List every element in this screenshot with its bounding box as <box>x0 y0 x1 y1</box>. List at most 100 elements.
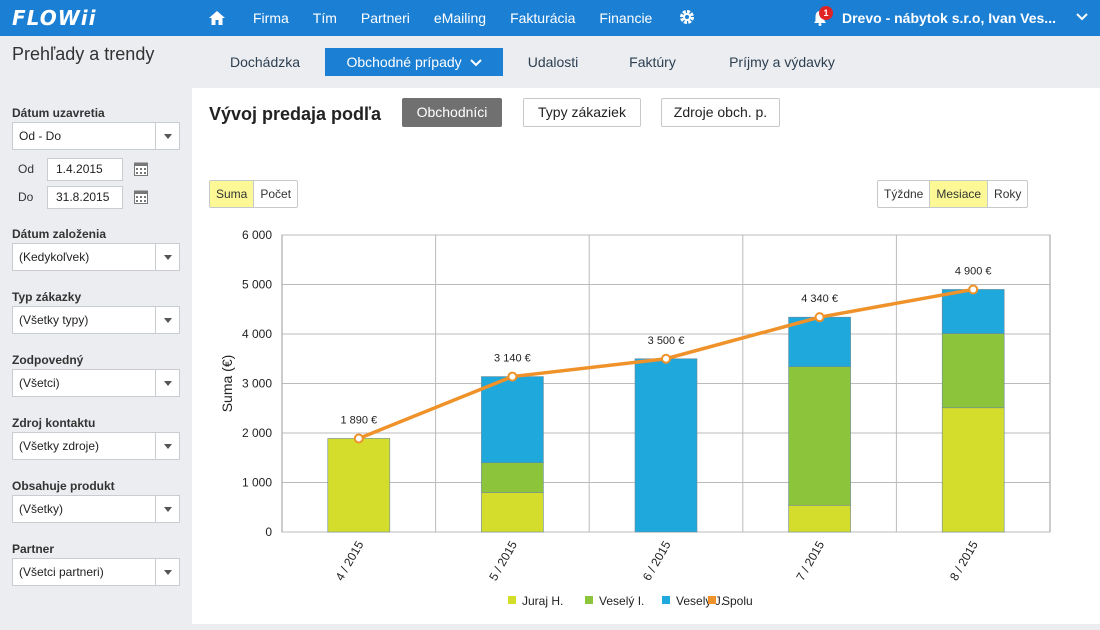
chevron-down-icon <box>469 59 482 67</box>
x-tick-label: 8 / 2015 <box>947 538 981 583</box>
main-panel: Vývoj predaja podľa Obchodníci Typy záka… <box>192 88 1100 624</box>
company-user-menu[interactable]: Drevo - nábytok s.r.o, Ivan Ves... <box>842 10 1056 26</box>
y-tick-label: 2 000 <box>242 426 272 440</box>
gear-icon[interactable] <box>678 8 696 26</box>
y-axis-label: Suma (€) <box>219 355 235 413</box>
tab-faktury[interactable]: Faktúry <box>629 54 676 70</box>
group-by-sources-button[interactable]: Zdroje obch. p. <box>661 98 780 127</box>
x-tick-label: 6 / 2015 <box>640 538 674 583</box>
y-tick-label: 4 000 <box>242 327 272 341</box>
legend-label: Veselý J. <box>676 594 724 608</box>
bar-segment <box>634 358 698 533</box>
top-bar: FLOWii Firma Tím Partneri eMailing Faktu… <box>0 0 1100 36</box>
y-tick-label: 3 000 <box>242 377 272 391</box>
dropdown-arrow-icon[interactable] <box>155 496 179 522</box>
tab-label: Obchodné prípady <box>346 54 462 70</box>
legend-label: Spolu <box>722 594 753 608</box>
product-select[interactable]: (Všetky) <box>12 495 180 523</box>
select-value: (Všetky) <box>19 502 64 516</box>
partner-select[interactable]: (Všetci partneri) <box>12 558 180 586</box>
page-title: Prehľady a trendy <box>12 44 155 64</box>
legend-swatch <box>708 596 716 604</box>
legend-swatch <box>585 596 593 604</box>
legend-swatch <box>662 596 670 604</box>
dropdown-arrow-icon[interactable] <box>155 559 179 585</box>
nav-item-fakturacia[interactable]: Fakturácia <box>510 10 576 26</box>
filter-label: Typ zákazky <box>12 290 82 304</box>
data-label: 1 890 € <box>340 414 377 426</box>
bar-segment <box>327 438 391 533</box>
y-tick-label: 0 <box>265 525 272 539</box>
bar-segment <box>941 407 1005 533</box>
chevron-down-icon[interactable] <box>1076 12 1088 22</box>
period-years-button[interactable]: Roky <box>987 181 1027 207</box>
closing-date-select[interactable]: Od - Do <box>12 122 180 150</box>
sub-bar: Prehľady a trendy Dochádzka Obchodné prí… <box>0 36 1100 88</box>
group-by-order-types-button[interactable]: Typy zákaziek <box>523 98 641 127</box>
select-value: (Všetky typy) <box>19 313 89 327</box>
data-label: 4 340 € <box>801 293 838 305</box>
filter-label: Zdroj kontaktu <box>12 416 96 430</box>
period-toggle: Týždne Mesiace Roky <box>877 180 1029 208</box>
filter-label: Partner <box>12 542 55 556</box>
y-tick-label: 1 000 <box>242 476 272 490</box>
nav-item-tim[interactable]: Tím <box>312 10 337 26</box>
x-tick-label: 4 / 2015 <box>333 538 367 583</box>
period-weeks-button[interactable]: Týždne <box>884 187 924 201</box>
tab-obchodne-pripady[interactable]: Obchodné prípady <box>325 48 503 76</box>
calendar-icon[interactable] <box>134 190 148 204</box>
bar-segment <box>481 376 544 464</box>
filter-label: Obsahuje produkt <box>12 479 115 493</box>
calendar-icon[interactable] <box>134 162 148 176</box>
total-point <box>353 433 364 444</box>
select-value: (Všetky zdroje) <box>19 439 100 453</box>
customer-type-select[interactable]: (Všetky typy) <box>12 306 180 334</box>
tab-prijmy-vydavky[interactable]: Príjmy a výdavky <box>729 54 835 70</box>
bar-segment <box>788 504 851 533</box>
section-title: Vývoj predaja podľa <box>209 104 381 124</box>
dropdown-arrow-icon[interactable] <box>155 123 179 149</box>
bar-segment <box>788 366 851 506</box>
dropdown-arrow-icon[interactable] <box>155 433 179 459</box>
period-months-button[interactable]: Mesiace <box>929 181 988 207</box>
dropdown-arrow-icon[interactable] <box>155 370 179 396</box>
app-logo[interactable]: FLOWii <box>12 6 97 30</box>
dropdown-arrow-icon[interactable] <box>155 307 179 333</box>
bar-segment <box>941 289 1005 334</box>
data-label: 4 900 € <box>955 265 992 277</box>
metric-count-button[interactable]: Počet <box>253 181 297 207</box>
bar-segment <box>788 316 851 367</box>
nav-item-partneri[interactable]: Partneri <box>360 10 410 26</box>
main-nav: Firma Tím Partneri eMailing Fakturácia F… <box>253 0 676 36</box>
legend-swatch <box>508 596 516 604</box>
nav-item-emailing[interactable]: eMailing <box>433 10 487 26</box>
legend-label: Juraj H. <box>522 594 563 608</box>
metric-sum-button[interactable]: Suma <box>210 181 254 207</box>
from-date-input[interactable]: 1.4.2015 <box>47 158 123 181</box>
x-tick-label: 7 / 2015 <box>793 538 827 583</box>
filter-sidebar: Dátum uzavretia Od - Do Od 1.4.2015 Do 3… <box>0 95 192 630</box>
nav-item-financie[interactable]: Financie <box>599 10 653 26</box>
y-tick-label: 6 000 <box>242 228 272 242</box>
nav-item-firma[interactable]: Firma <box>253 10 289 26</box>
filter-label: Zodpovedný <box>12 353 84 367</box>
sales-chart: 0 1 000 2 000 3 000 4 000 5 000 6 000 Suma (€) 4… <box>219 228 1051 608</box>
tab-dochadzka[interactable]: Dochádzka <box>229 54 301 70</box>
bar-segment <box>481 492 544 533</box>
tab-udalosti[interactable]: Udalosti <box>527 54 579 70</box>
select-value: (Kedykoľvek) <box>19 250 90 264</box>
filter-label: Dátum založenia <box>12 227 107 241</box>
dropdown-arrow-icon[interactable] <box>155 244 179 270</box>
created-date-select[interactable]: (Kedykoľvek) <box>12 243 180 271</box>
notification-badge: 1 <box>819 6 833 20</box>
total-point <box>661 353 671 364</box>
group-by-salespeople-button[interactable]: Obchodníci <box>402 98 502 127</box>
responsible-select[interactable]: (Všetci) <box>12 369 180 397</box>
select-value: (Všetci) <box>19 376 60 390</box>
total-point <box>968 284 979 295</box>
to-label: Do <box>18 190 34 204</box>
bar-segment <box>481 462 544 493</box>
to-date-input[interactable]: 31.8.2015 <box>47 186 123 209</box>
home-icon[interactable] <box>208 9 226 27</box>
contact-source-select[interactable]: (Všetky zdroje) <box>12 432 180 460</box>
